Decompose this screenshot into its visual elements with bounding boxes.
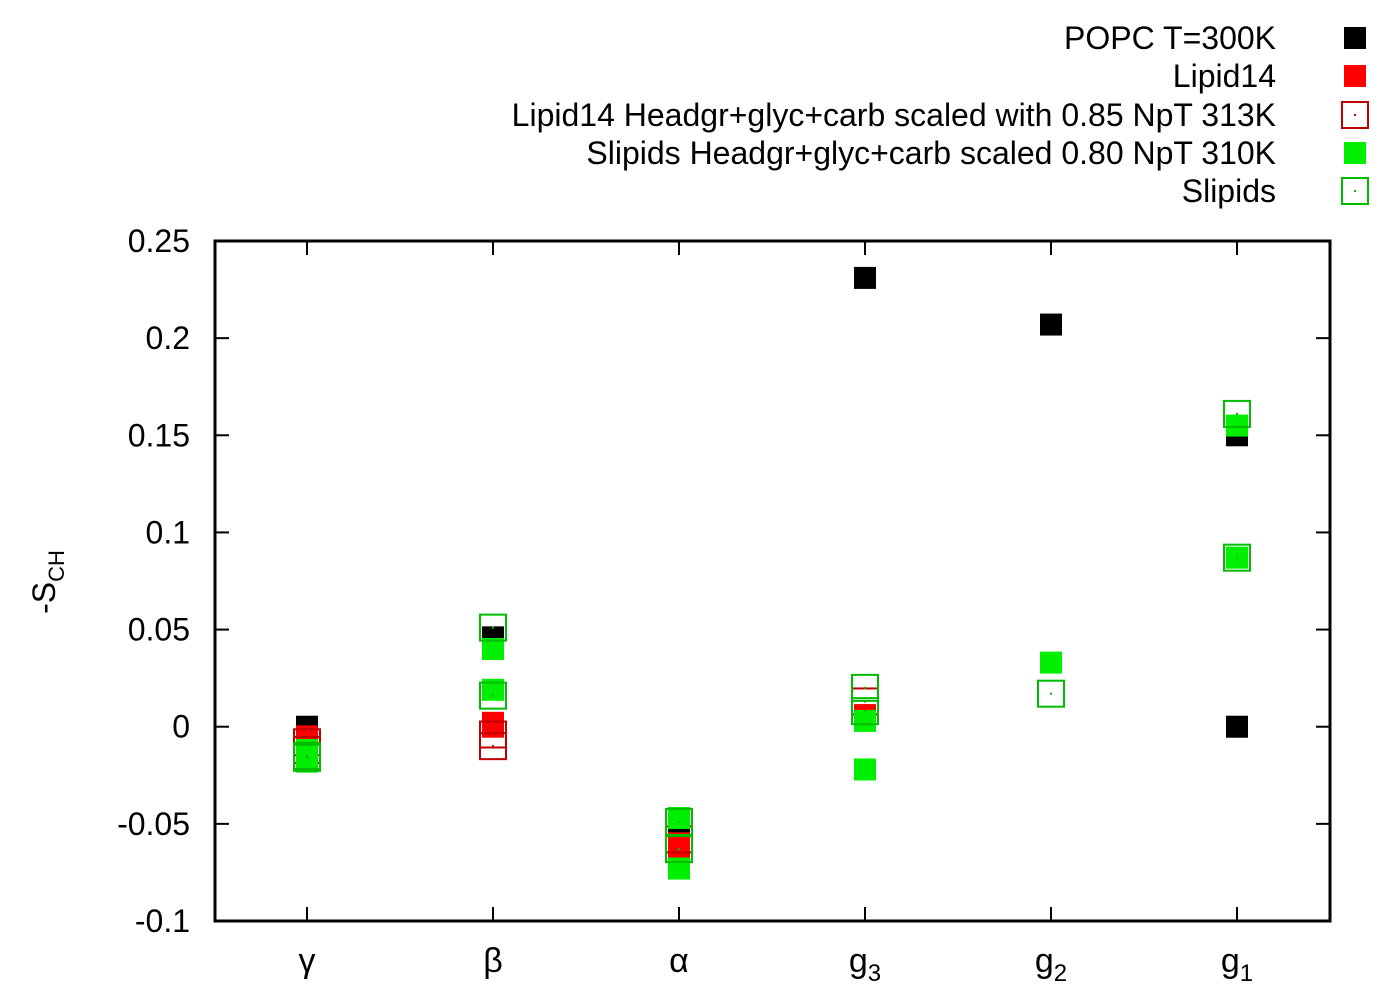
- x-tick-label: α: [669, 942, 689, 980]
- legend-label: POPC T=300K: [1064, 20, 1276, 56]
- series-4: [293, 399, 1251, 864]
- legend-label: Lipid14 Headgr+glyc+carb scaled with 0.8…: [512, 97, 1276, 133]
- data-point: [1040, 651, 1062, 674]
- x-tick-label-main: g: [1035, 942, 1054, 980]
- y-axis-title-main: -S: [26, 582, 62, 614]
- data-point-center: [678, 820, 680, 823]
- data-point-center: [492, 626, 494, 629]
- data-point-open: [665, 807, 693, 836]
- x-tick-label-subscript: 2: [1054, 960, 1067, 987]
- plot-frame: [213, 239, 1332, 923]
- data-point: [854, 266, 876, 289]
- data-points: [293, 266, 1251, 880]
- data-point-open: [1223, 543, 1251, 572]
- data-point-center: [306, 756, 308, 759]
- data-point: [482, 638, 504, 660]
- data-point-open: [851, 697, 879, 726]
- legend-label: Slipids: [1182, 173, 1276, 209]
- data-point-center: [492, 733, 494, 736]
- data-point-open: [293, 743, 321, 772]
- y-tick-label: -0.1: [135, 903, 190, 939]
- data-point: [482, 678, 504, 701]
- data-point-center: [864, 710, 866, 713]
- x-tick-label: γ: [299, 942, 316, 980]
- legend-label: Lipid14: [1173, 58, 1276, 94]
- data-point: [296, 750, 318, 773]
- data-point: [1040, 313, 1062, 336]
- data-point-open: [479, 681, 507, 710]
- legend-marker-center: [1354, 190, 1356, 192]
- legend-marker-open: [1341, 101, 1369, 129]
- y-tick-label: 0.25: [128, 223, 190, 259]
- data-point: [854, 758, 876, 781]
- x-tick-label: β: [483, 942, 503, 980]
- series-2: [293, 687, 879, 864]
- data-point-center: [306, 754, 308, 757]
- x-tick-label-main: γ: [299, 942, 316, 980]
- y-axis-label: -SCH: [26, 550, 69, 614]
- y-axis-title-subscript: CH: [44, 550, 69, 582]
- data-point: [1226, 715, 1248, 738]
- legend-label: Slipids Headgr+glyc+carb scaled 0.80 NpT…: [586, 135, 1276, 171]
- y-axis-ticks: -0.1 -0.05 0 0.05 0.1 0.15 0.2 0.25: [117, 223, 1330, 939]
- data-point: [1226, 414, 1248, 437]
- data-point-open: [479, 613, 507, 642]
- data-point-center: [492, 745, 494, 748]
- data-point-center: [864, 686, 866, 689]
- data-point-center: [1050, 692, 1052, 695]
- legend-marker: [1344, 142, 1366, 164]
- x-tick-label-subscript: 1: [1240, 960, 1253, 987]
- legend-marker: [1344, 27, 1366, 49]
- data-point-open: [479, 732, 507, 761]
- x-tick-label: g3: [849, 942, 881, 987]
- data-point-open: [1223, 399, 1251, 428]
- data-point-center: [678, 848, 680, 851]
- y-tick-label: 0: [172, 709, 190, 745]
- y-tick-label: 0.1: [146, 514, 190, 550]
- series-3: [296, 414, 1248, 880]
- data-point-open: [851, 673, 879, 702]
- data-point-center: [1236, 556, 1238, 559]
- data-point-center: [492, 694, 494, 697]
- data-point-center: [1236, 412, 1238, 415]
- data-point: [668, 832, 690, 855]
- y-tick-label: 0.15: [128, 417, 190, 453]
- y-tick-label: 0.05: [128, 612, 190, 648]
- x-tick-label-main: g: [849, 942, 868, 980]
- y-tick-label: 0.2: [146, 320, 190, 356]
- x-tick-label-main: β: [483, 942, 503, 980]
- series-0: [296, 266, 1248, 849]
- legend-marker-center: [1354, 114, 1356, 116]
- x-tick-label: g2: [1035, 942, 1067, 987]
- data-point-center: [678, 838, 680, 841]
- legend-marker-open: [1341, 177, 1369, 205]
- series-1: [296, 704, 876, 866]
- data-point: [854, 709, 876, 732]
- data-point: [668, 857, 690, 880]
- x-tick-label-main: g: [1221, 942, 1240, 980]
- x-tick-label-subscript: 3: [868, 960, 881, 987]
- x-tick-label: g1: [1221, 942, 1253, 987]
- data-point: [668, 807, 690, 830]
- data-point-open: [665, 835, 693, 864]
- y-axis-title: -SCH: [26, 550, 69, 614]
- legend-marker: [1344, 65, 1366, 87]
- x-tick-label-main: α: [669, 942, 689, 980]
- data-point-open: [1037, 679, 1065, 708]
- x-axis-ticks: γ β α g3 g2 g1: [299, 241, 1253, 987]
- y-tick-label: -0.05: [117, 806, 190, 842]
